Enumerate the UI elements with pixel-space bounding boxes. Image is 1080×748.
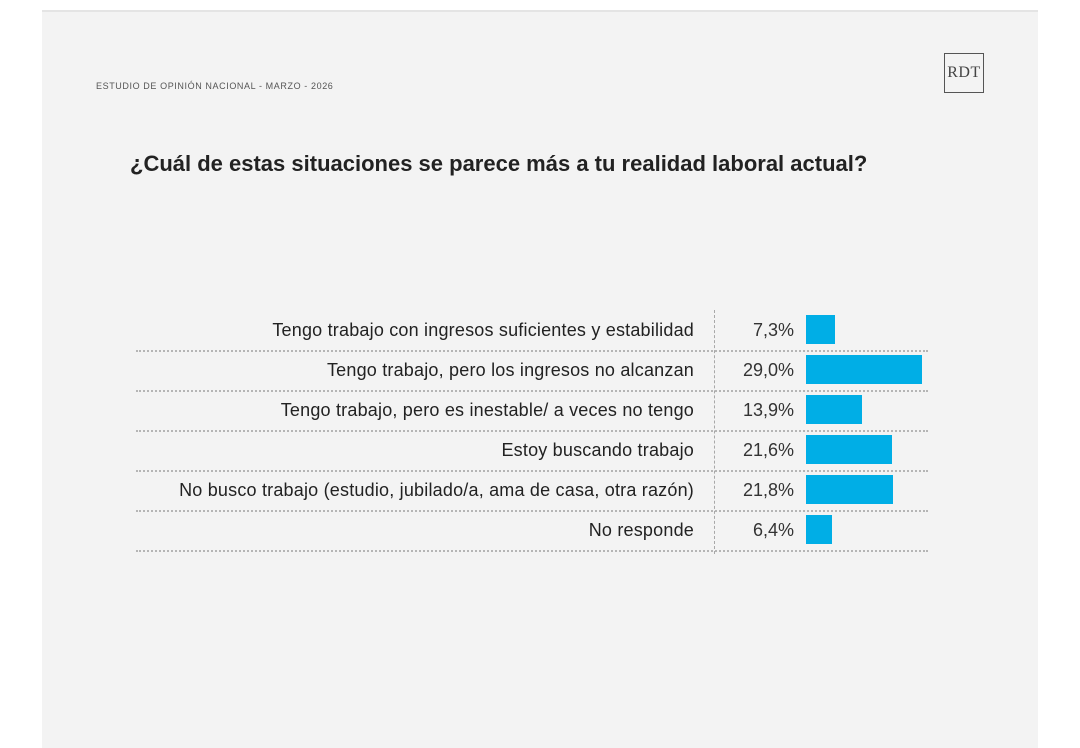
data-label: 13,9% bbox=[742, 400, 794, 420]
bar bbox=[806, 355, 922, 384]
bar bbox=[806, 515, 832, 544]
chart-title: ¿Cuál de estas situaciones se parece más… bbox=[130, 151, 868, 176]
column-separator bbox=[714, 310, 715, 554]
bar bbox=[806, 475, 894, 504]
bar bbox=[806, 395, 862, 424]
category-label: Tengo trabajo, pero los ingresos no alca… bbox=[326, 360, 694, 380]
chart-row: Tengo trabajo con ingresos suficientes y… bbox=[136, 310, 928, 352]
chart-row: Estoy buscando trabajo 21,6% bbox=[136, 430, 928, 472]
bar-chart: Tengo trabajo con ingresos suficientes y… bbox=[136, 310, 928, 554]
category-label: Estoy buscando trabajo bbox=[501, 440, 694, 460]
data-label: 21,6% bbox=[742, 440, 794, 460]
data-label: 29,0% bbox=[742, 360, 794, 380]
data-label: 21,8% bbox=[742, 480, 794, 500]
data-label: 7,3% bbox=[752, 320, 794, 340]
bar bbox=[806, 435, 893, 464]
chart-row: Tengo trabajo, pero es inestable/ a vece… bbox=[136, 390, 928, 432]
chart-row: Tengo trabajo, pero los ingresos no alca… bbox=[136, 350, 928, 392]
category-label: Tengo trabajo con ingresos suficientes y… bbox=[272, 320, 694, 340]
slide: ESTUDIO DE OPINIÓN NACIONAL - MARZO - 20… bbox=[42, 12, 1038, 748]
category-label: No responde bbox=[588, 520, 694, 540]
chart-row: No responde 6,4% bbox=[136, 510, 928, 552]
category-label: Tengo trabajo, pero es inestable/ a vece… bbox=[280, 400, 694, 420]
chart-row: No busco trabajo (estudio, jubilado/a, a… bbox=[136, 470, 928, 512]
category-label: No busco trabajo (estudio, jubilado/a, a… bbox=[179, 480, 694, 500]
top-border bbox=[42, 10, 1038, 12]
study-header: ESTUDIO DE OPINIÓN NACIONAL - MARZO - 20… bbox=[96, 81, 334, 91]
rdt-logo: RDT bbox=[944, 53, 984, 93]
data-label: 6,4% bbox=[752, 520, 794, 540]
bar bbox=[806, 315, 836, 344]
